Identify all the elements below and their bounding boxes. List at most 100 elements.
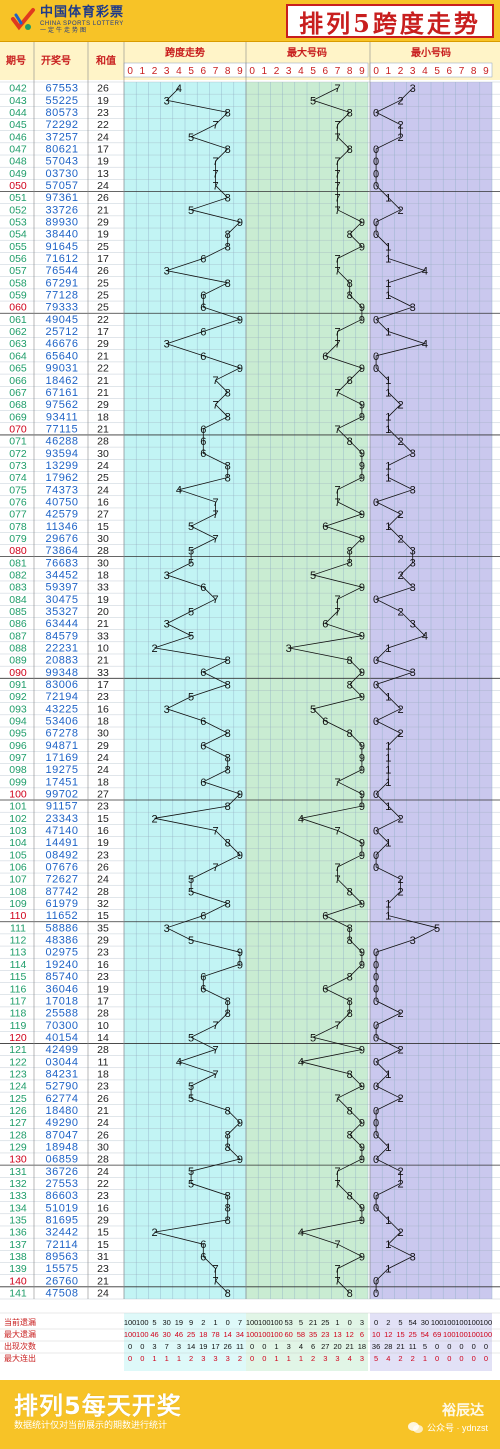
stats-2-0: 0: [128, 1342, 132, 1351]
issue-127: 127: [9, 1117, 27, 1129]
stats-label-3: 最大连出: [4, 1353, 36, 1363]
stats-2-6: 19: [199, 1342, 207, 1351]
stats-3-1: 0: [140, 1354, 144, 1363]
stats-2-20: 36: [372, 1342, 380, 1351]
stats-1-21: 12: [384, 1330, 392, 1339]
stats-0-8: 0: [226, 1318, 230, 1327]
stats-2-11: 0: [262, 1342, 266, 1351]
span-point-121: 7: [212, 1045, 218, 1057]
sum-139: 23: [97, 1263, 109, 1275]
max-point-116: 6: [322, 984, 328, 996]
span-point-072: 6: [200, 448, 206, 460]
span-point-086: 3: [164, 619, 170, 631]
draw-135: 81695: [45, 1214, 78, 1226]
sum-138: 31: [97, 1251, 109, 1263]
span-point-083: 6: [200, 582, 206, 594]
draw-055: 91645: [45, 241, 78, 253]
max-point-118: 8: [347, 1008, 353, 1020]
max-point-069: 9: [359, 412, 365, 424]
issue-087: 087: [9, 630, 27, 642]
min-point-048: 0: [373, 156, 379, 168]
min-point-121: 2: [397, 1045, 403, 1057]
stats-2-15: 6: [311, 1342, 315, 1351]
issue-097: 097: [9, 752, 27, 764]
issue-073: 073: [9, 460, 27, 472]
draw-067: 67161: [45, 387, 78, 399]
min-point-109: 1: [385, 898, 391, 910]
stats-0-11: 100: [258, 1318, 271, 1327]
draw-106: 07676: [45, 862, 78, 874]
span-point-044: 8: [225, 107, 231, 119]
draw-103: 47140: [45, 825, 78, 837]
span-point-075: 4: [176, 485, 182, 497]
issue-075: 075: [9, 484, 27, 496]
stats-2-2: 3: [152, 1342, 156, 1351]
stats-0-24: 30: [421, 1318, 429, 1327]
max-point-075: 7: [334, 485, 340, 497]
min-point-101: 1: [385, 801, 391, 813]
min-point-058: 1: [385, 278, 391, 290]
header-bar: 中国体育彩票 CHINA SPORTS LOTTERY 一定牛走势图 排列5跨度…: [0, 0, 500, 42]
max-point-071: 8: [347, 436, 353, 448]
draw-133: 86603: [45, 1190, 78, 1202]
max-point-055: 9: [359, 241, 365, 253]
stats-0-28: 100: [467, 1318, 480, 1327]
max-point-053: 9: [359, 217, 365, 229]
digit-header-2-3: 3: [410, 66, 416, 77]
issue-103: 103: [9, 825, 27, 837]
sum-056: 17: [97, 253, 109, 265]
stats-3-27: 0: [459, 1354, 463, 1363]
max-point-130: 9: [359, 1154, 365, 1166]
sum-134: 16: [97, 1202, 109, 1214]
min-point-092: 1: [385, 692, 391, 704]
sum-127: 24: [97, 1117, 109, 1129]
max-point-108: 8: [347, 886, 353, 898]
stats-3-9: 2: [238, 1354, 242, 1363]
stats-2-7: 17: [211, 1342, 219, 1351]
issue-141: 141: [9, 1288, 27, 1300]
sum-062: 17: [97, 326, 109, 338]
draw-097: 17169: [45, 752, 78, 764]
digit-header-1-4: 4: [298, 66, 304, 77]
issue-135: 135: [9, 1214, 27, 1226]
min-point-112: 3: [410, 935, 416, 947]
span-point-128: 8: [225, 1130, 231, 1142]
sum-136: 15: [97, 1227, 109, 1239]
max-point-114: 9: [359, 959, 365, 971]
draw-061: 49045: [45, 314, 78, 326]
min-point-134: 0: [373, 1203, 379, 1215]
draw-130: 06859: [45, 1154, 78, 1166]
sum-072: 30: [97, 448, 109, 460]
min-point-074: 1: [385, 473, 391, 485]
stats-3-24: 1: [423, 1354, 427, 1363]
min-point-044: 0: [373, 107, 379, 119]
max-point-090: 9: [359, 667, 365, 679]
span-point-138: 6: [200, 1251, 206, 1263]
stats-0-18: 0: [348, 1318, 352, 1327]
sum-100: 27: [97, 789, 109, 801]
sum-135: 29: [97, 1214, 109, 1226]
span-point-058: 8: [225, 278, 231, 290]
issue-139: 139: [9, 1263, 27, 1275]
span-point-061: 9: [237, 314, 243, 326]
min-point-115: 0: [373, 971, 379, 983]
digit-header-1-1: 1: [262, 66, 268, 77]
span-point-112: 5: [188, 935, 194, 947]
max-point-048: 7: [334, 156, 340, 168]
min-point-082: 2: [397, 570, 403, 582]
sum-074: 25: [97, 472, 109, 484]
stats-0-2: 5: [152, 1318, 156, 1327]
span-point-087: 5: [188, 631, 194, 643]
min-point-094: 0: [373, 716, 379, 728]
stats-3-26: 0: [447, 1354, 451, 1363]
wechat-account[interactable]: 公众号 · ydnzst: [407, 1421, 488, 1434]
draw-069: 93411: [46, 411, 78, 423]
stats-group-bg-2: [370, 1313, 492, 1371]
issue-115: 115: [10, 971, 27, 983]
stats-1-1: 100: [136, 1330, 149, 1339]
draw-105: 08492: [45, 849, 78, 861]
stats-3-7: 3: [213, 1354, 217, 1363]
stats-1-0: 100: [124, 1330, 137, 1339]
max-point-115: 8: [347, 971, 353, 983]
stats-0-22: 5: [398, 1318, 402, 1327]
